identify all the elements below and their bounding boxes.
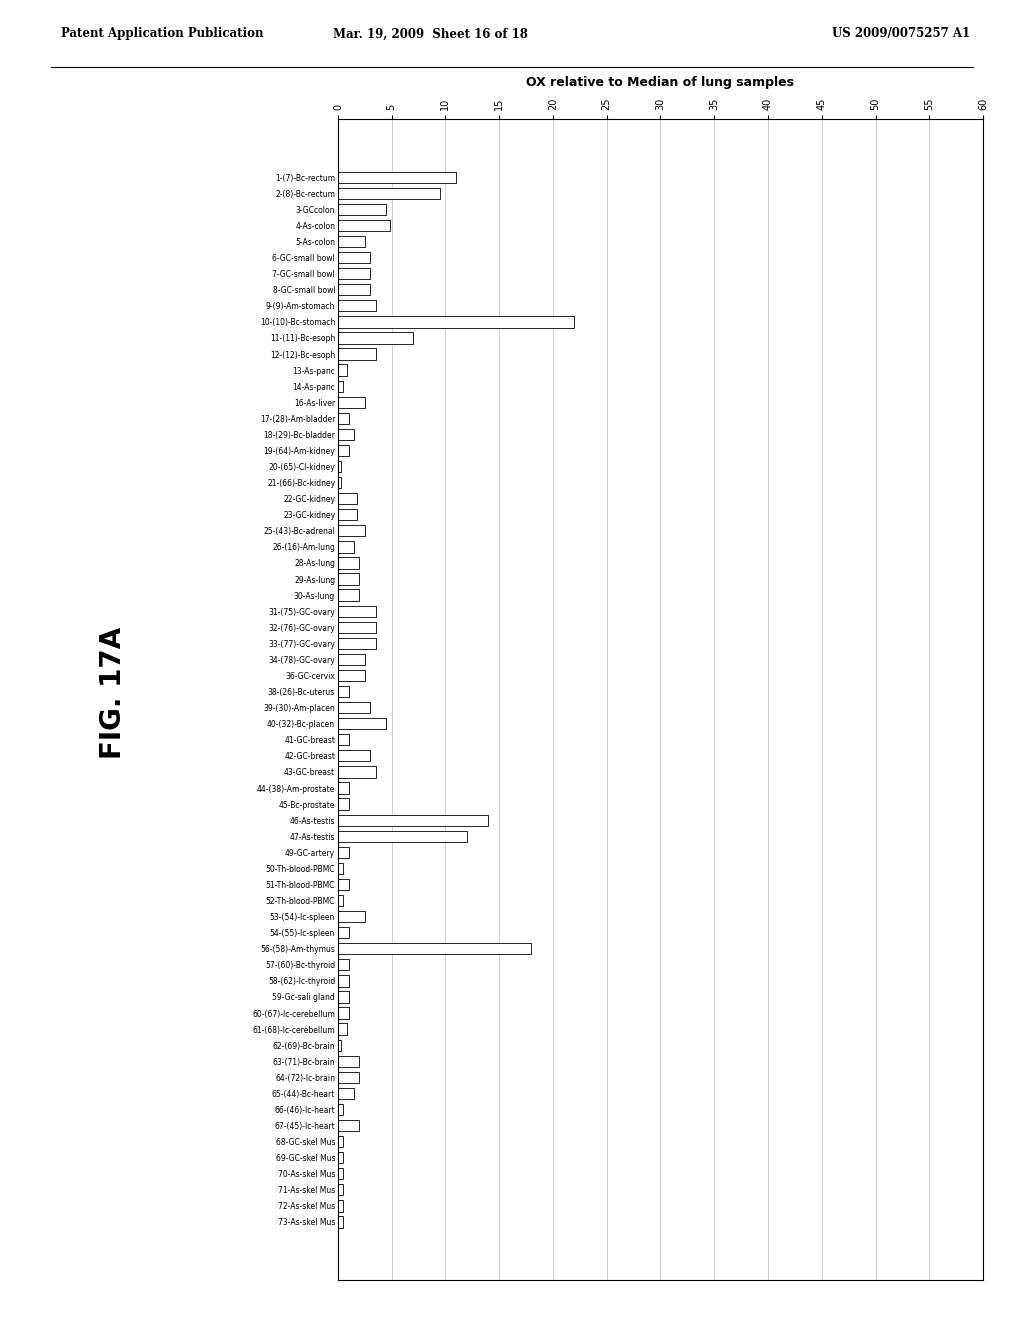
Bar <box>338 445 348 457</box>
Bar <box>338 172 457 183</box>
Bar <box>338 927 348 939</box>
Bar <box>338 1007 348 1019</box>
Bar <box>338 1040 341 1051</box>
Bar <box>338 494 357 504</box>
Bar <box>338 1056 359 1067</box>
Bar <box>338 461 341 473</box>
Bar <box>338 1104 343 1115</box>
Bar <box>338 317 574 327</box>
Bar <box>338 911 365 923</box>
Bar <box>338 863 343 874</box>
Bar <box>338 1216 343 1228</box>
Bar <box>338 1088 354 1100</box>
Bar <box>338 895 343 906</box>
Bar <box>338 638 376 649</box>
Bar <box>338 846 348 858</box>
Bar <box>338 396 365 408</box>
Bar <box>338 525 365 536</box>
Bar <box>338 541 354 553</box>
Bar <box>338 606 376 616</box>
Bar <box>338 1119 359 1131</box>
Bar <box>338 268 371 280</box>
Bar <box>338 830 467 842</box>
Bar <box>338 1072 359 1082</box>
Bar <box>338 236 365 247</box>
Bar <box>338 284 371 296</box>
Bar <box>338 220 389 231</box>
Bar <box>338 557 359 569</box>
Bar <box>338 1023 346 1035</box>
Bar <box>338 686 348 697</box>
Bar <box>338 718 386 730</box>
Bar <box>338 1200 343 1212</box>
Bar <box>338 669 365 681</box>
Bar <box>338 1168 343 1179</box>
Bar <box>338 510 357 520</box>
Bar <box>338 879 348 890</box>
Bar <box>338 814 488 826</box>
Bar <box>338 187 440 199</box>
Bar <box>338 702 371 713</box>
Bar <box>338 1152 343 1163</box>
Bar <box>338 590 359 601</box>
Bar <box>338 429 354 440</box>
Bar <box>338 203 386 215</box>
Bar <box>338 991 348 1003</box>
Bar <box>338 653 365 665</box>
Bar <box>338 783 348 793</box>
Bar <box>338 1184 343 1196</box>
Bar <box>338 413 348 424</box>
Bar <box>338 573 359 585</box>
Bar <box>338 364 346 376</box>
Bar <box>338 960 348 970</box>
Bar <box>338 348 376 359</box>
Bar <box>338 975 348 986</box>
Bar <box>338 477 341 488</box>
Bar <box>338 252 371 263</box>
Bar <box>338 380 343 392</box>
Text: Mar. 19, 2009  Sheet 16 of 18: Mar. 19, 2009 Sheet 16 of 18 <box>333 28 527 41</box>
Text: Patent Application Publication: Patent Application Publication <box>61 28 264 41</box>
Bar <box>338 942 531 954</box>
Bar <box>338 767 376 777</box>
Bar <box>338 1137 343 1147</box>
X-axis label: OX relative to Median of lung samples: OX relative to Median of lung samples <box>526 77 795 90</box>
Bar <box>338 622 376 632</box>
Bar <box>338 799 348 809</box>
Bar <box>338 300 376 312</box>
Text: FIG. 17A: FIG. 17A <box>98 627 127 759</box>
Bar <box>338 333 414 343</box>
Text: US 2009/0075257 A1: US 2009/0075257 A1 <box>833 28 970 41</box>
Bar <box>338 734 348 746</box>
Bar <box>338 750 371 762</box>
